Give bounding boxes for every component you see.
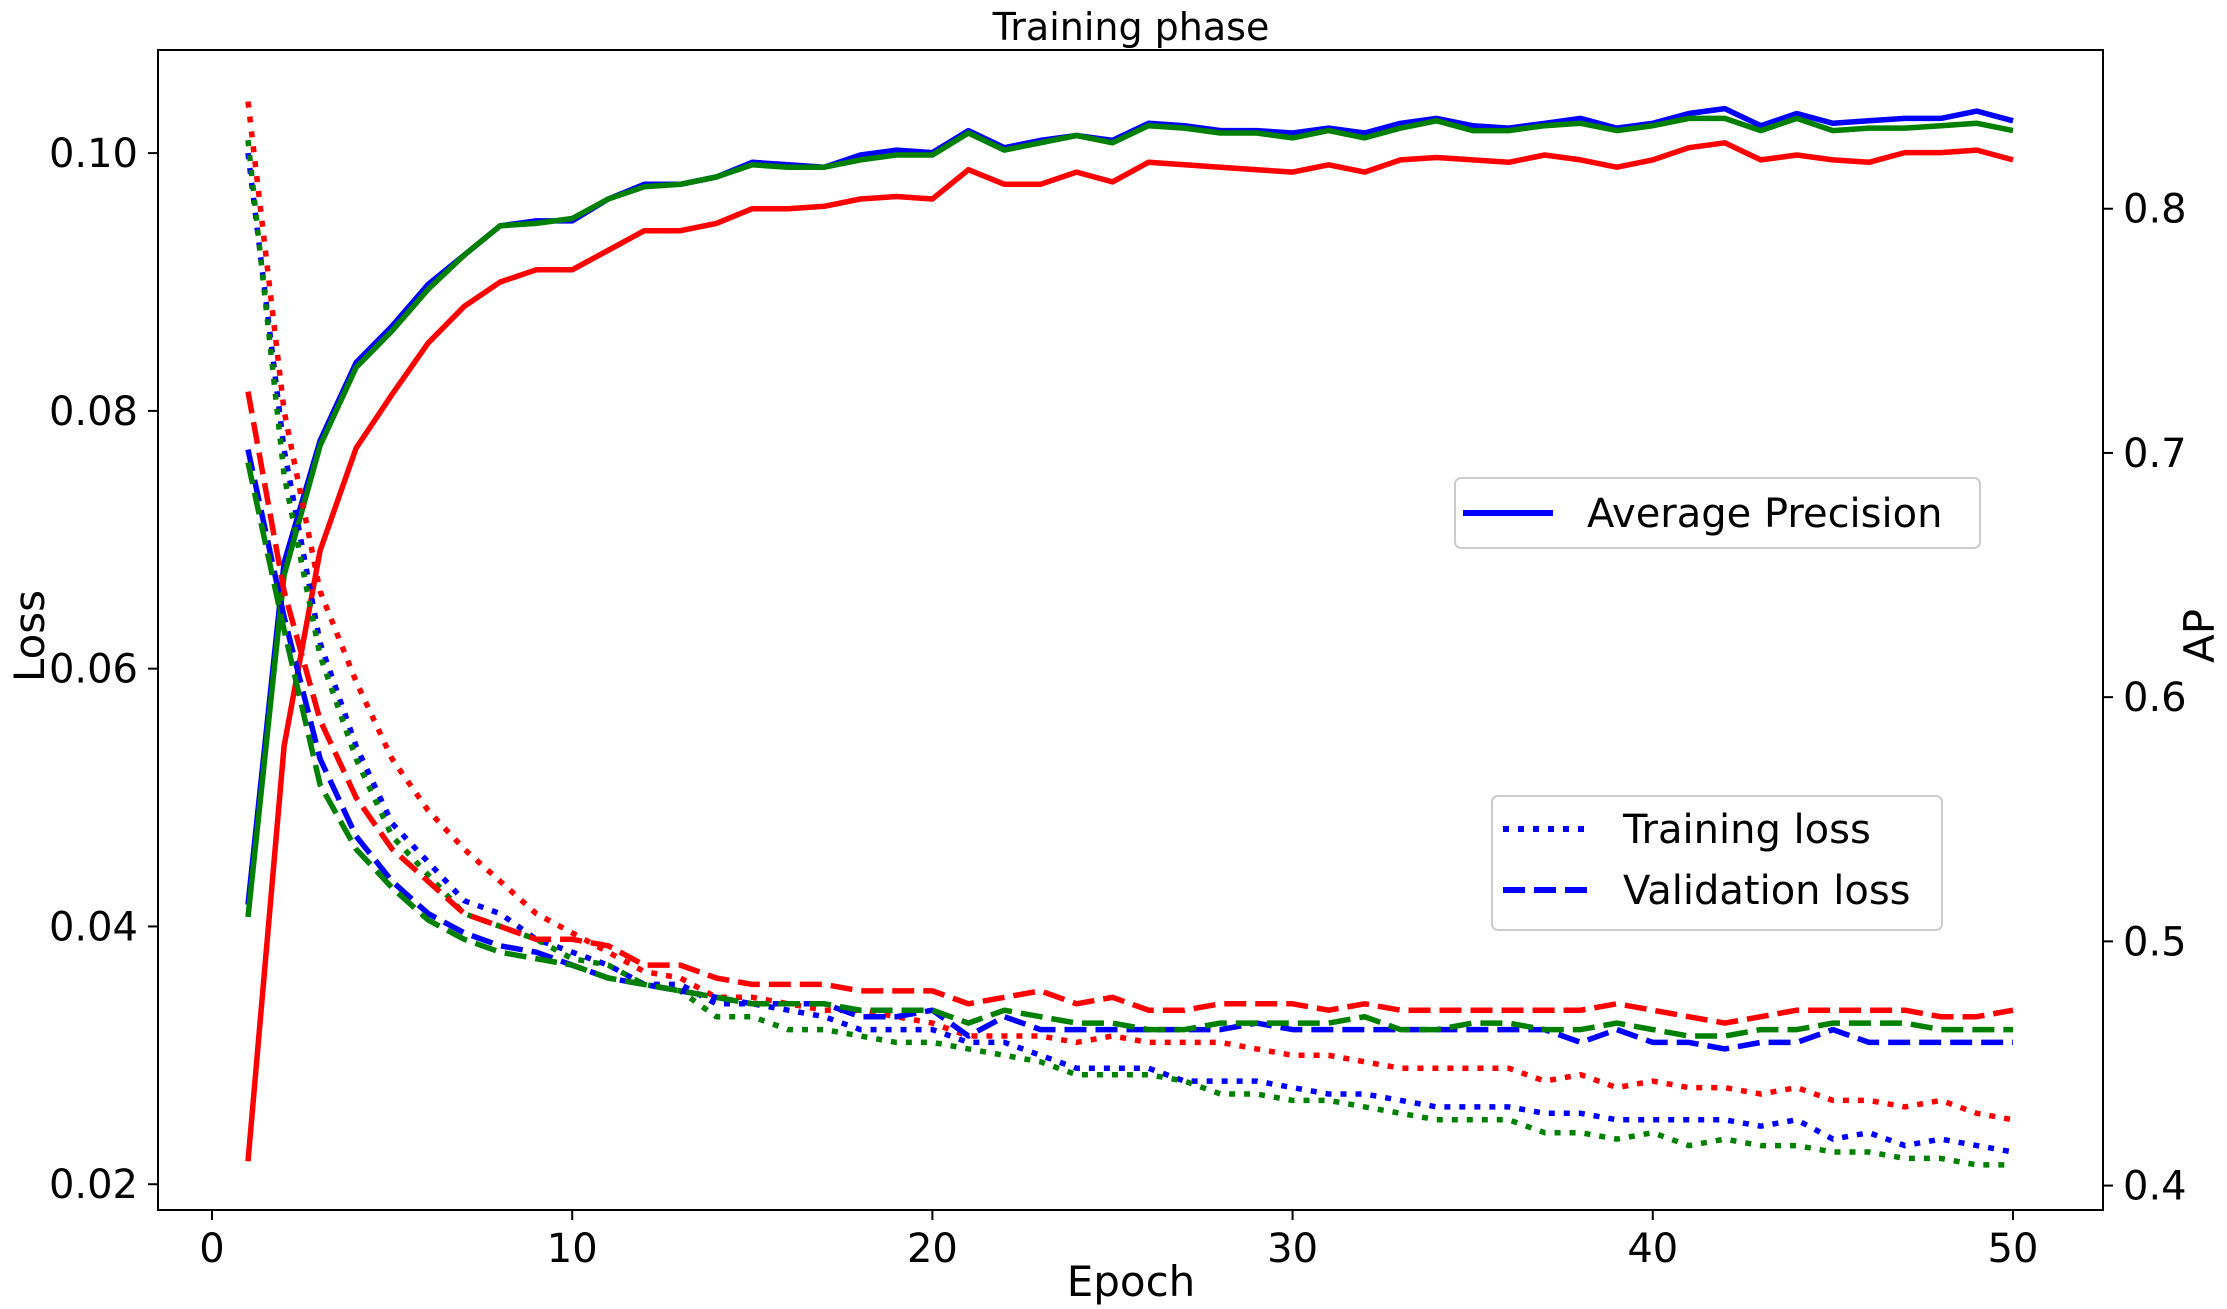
y-left-tick-label: 0.08 — [49, 389, 138, 435]
legend-training-loss-label: Training loss — [1622, 807, 1871, 853]
series-layer — [245, 101, 2014, 1168]
y-left-tick-label: 0.04 — [49, 904, 138, 950]
legend-loss-box — [1491, 795, 1943, 931]
series-line-dashed-6 — [245, 449, 2013, 1052]
x-tick-label: 20 — [907, 1226, 958, 1272]
y-right-tick-label: 0.4 — [2123, 1164, 2187, 1210]
x-tick-label: 50 — [1988, 1226, 2039, 1272]
series-line-dotted-5 — [245, 101, 2014, 1123]
series-line-dashed-8 — [245, 391, 2014, 1026]
y-right-tick-label: 0.6 — [2123, 675, 2187, 721]
x-tick-label: 30 — [1267, 1226, 1318, 1272]
y-left-tick-label: 0.06 — [49, 647, 138, 693]
chart-title: Training phase — [992, 5, 1270, 49]
y-right-tick-label: 0.8 — [2123, 187, 2187, 233]
legend-ap-box — [1454, 477, 1981, 549]
y-right-tick-label: 0.7 — [2123, 431, 2187, 477]
series-line-solid-1 — [245, 115, 2014, 918]
x-tick-label: 10 — [547, 1226, 598, 1272]
legend-ap-label: Average Precision — [1587, 491, 1942, 537]
legend-loss: Training loss Validation loss — [1491, 795, 1943, 931]
y-axis-left-label: Loss — [5, 590, 54, 682]
x-axis-label: Epoch — [1067, 1257, 1196, 1306]
y-left-tick-label: 0.02 — [49, 1162, 138, 1208]
x-tick-label: 40 — [1627, 1226, 1678, 1272]
series-line-dotted-3 — [245, 152, 2014, 1155]
series-line-dotted-4 — [245, 139, 2013, 1168]
y-axis-right: 0.4 0.5 0.6 0.7 0.8 — [2103, 187, 2187, 1210]
y-left-tick-label: 0.10 — [49, 131, 138, 177]
x-tick-label: 0 — [199, 1226, 224, 1272]
x-axis: 0 10 20 30 40 50 — [199, 1210, 2038, 1272]
y-axis-right-label: AP — [2175, 609, 2224, 663]
legend-ap: Average Precision — [1454, 477, 1981, 549]
series-line-solid-2 — [245, 140, 2014, 1162]
series-line-dashed-7 — [245, 461, 2013, 1039]
plot-frame — [157, 49, 2104, 1211]
y-axis-left: 0.02 0.04 0.06 0.08 0.10 — [49, 131, 158, 1208]
y-right-tick-label: 0.5 — [2123, 919, 2187, 965]
legend-validation-loss-label: Validation loss — [1623, 868, 1911, 914]
